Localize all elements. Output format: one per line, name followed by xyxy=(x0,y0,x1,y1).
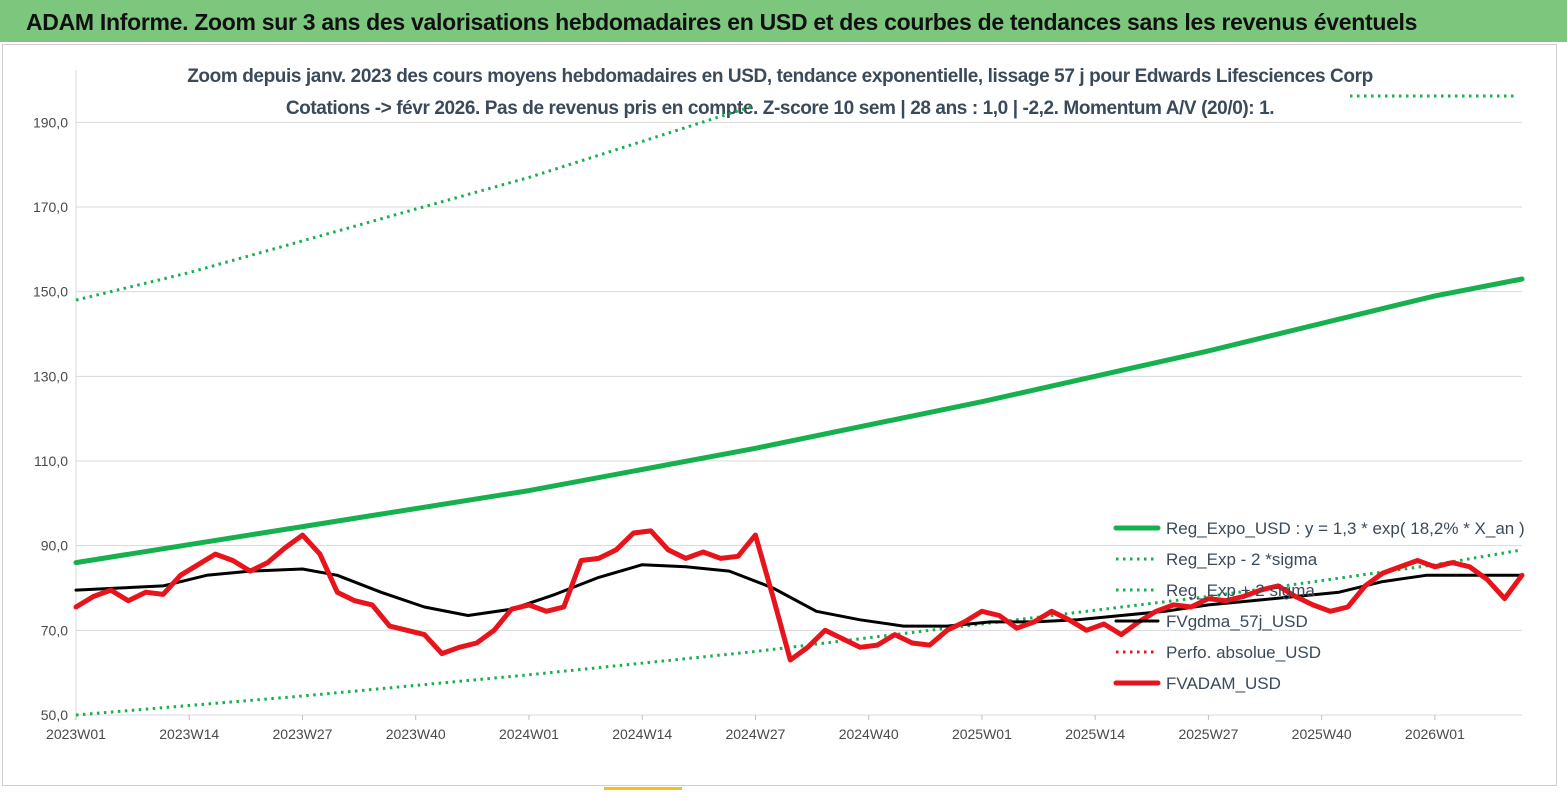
x-tick-label-2024W01: 2024W01 xyxy=(499,726,559,742)
x-tick-label-2025W40: 2025W40 xyxy=(1292,726,1352,742)
x-tick-label-2025W27: 2025W27 xyxy=(1178,726,1238,742)
chart-subtitle: Cotations -> févr 2026. Pas de revenus p… xyxy=(285,98,1275,119)
x-tick-label-2025W01: 2025W01 xyxy=(952,726,1012,742)
y-tick-label-150: 150,0 xyxy=(33,284,68,300)
legend-label-3: FVgdma_57j_USD xyxy=(1166,612,1308,631)
x-tick-label-2023W14: 2023W14 xyxy=(159,726,219,742)
x-tick-label-2024W14: 2024W14 xyxy=(612,726,672,742)
series-line-fvgdma-57j-usd xyxy=(74,563,1524,628)
x-tick-label-2023W27: 2023W27 xyxy=(273,726,333,742)
report-banner-title: ADAM Informe. Zoom sur 3 ans des valoris… xyxy=(0,0,1567,42)
y-tick-label-70: 70,0 xyxy=(41,622,68,638)
series-line-reg-exp-2-sigma xyxy=(75,103,756,302)
series-line-fvadam-usd xyxy=(73,528,1525,663)
legend-label-0: Reg_Expo_USD : y = 1,3 * exp( 18,2% * X_… xyxy=(1166,519,1525,538)
chart-title: Zoom depuis janv. 2023 des cours moyens … xyxy=(187,66,1373,87)
series-line-reg-exp-2-sigma xyxy=(75,548,1523,717)
x-tick-label-2026W01: 2026W01 xyxy=(1405,726,1465,742)
x-tick-label-2024W40: 2024W40 xyxy=(839,726,899,742)
y-axis-ticks: 50,0 70,0 90,0 110,0 130,0 150,0 170,0 190,0 xyxy=(33,114,68,723)
series-line-reg-expo-usd-y-1-3-exp-18-2-x-an xyxy=(73,276,1525,566)
gridlines xyxy=(75,70,1522,716)
x-tick-label-2023W40: 2023W40 xyxy=(386,726,446,742)
chart-frame xyxy=(2,44,1557,786)
y-tick-label-170: 170,0 xyxy=(33,199,68,215)
x-tick-label-2023W01: 2023W01 xyxy=(46,726,106,742)
y-tick-label-50: 50,0 xyxy=(41,707,68,723)
chart-series xyxy=(73,94,1525,717)
bottom-accent-bar xyxy=(604,787,682,790)
y-tick-label-190: 190,0 xyxy=(33,114,68,130)
legend-label-4: Perfo. absolue_USD xyxy=(1166,643,1321,662)
x-tick-label-2025W14: 2025W14 xyxy=(1065,726,1125,742)
x-axis-ticks: 2023W01 2023W14 2023W27 2023W40 2024W01 2024W… xyxy=(46,715,1465,742)
y-tick-label-90: 90,0 xyxy=(41,538,68,554)
y-tick-label-130: 130,0 xyxy=(33,368,68,384)
legend-label-2: Reg_Exp + 2 sigma xyxy=(1166,581,1315,600)
x-tick-label-2024W27: 2024W27 xyxy=(725,726,785,742)
y-tick-label-110: 110,0 xyxy=(34,453,68,469)
chart-legend: Reg_Expo_USD : y = 1,3 * exp( 18,2% * X_… xyxy=(1113,519,1525,693)
legend-label-1: Reg_Exp - 2 *sigma xyxy=(1166,550,1318,569)
legend-label-5: FVADAM_USD xyxy=(1166,674,1281,693)
